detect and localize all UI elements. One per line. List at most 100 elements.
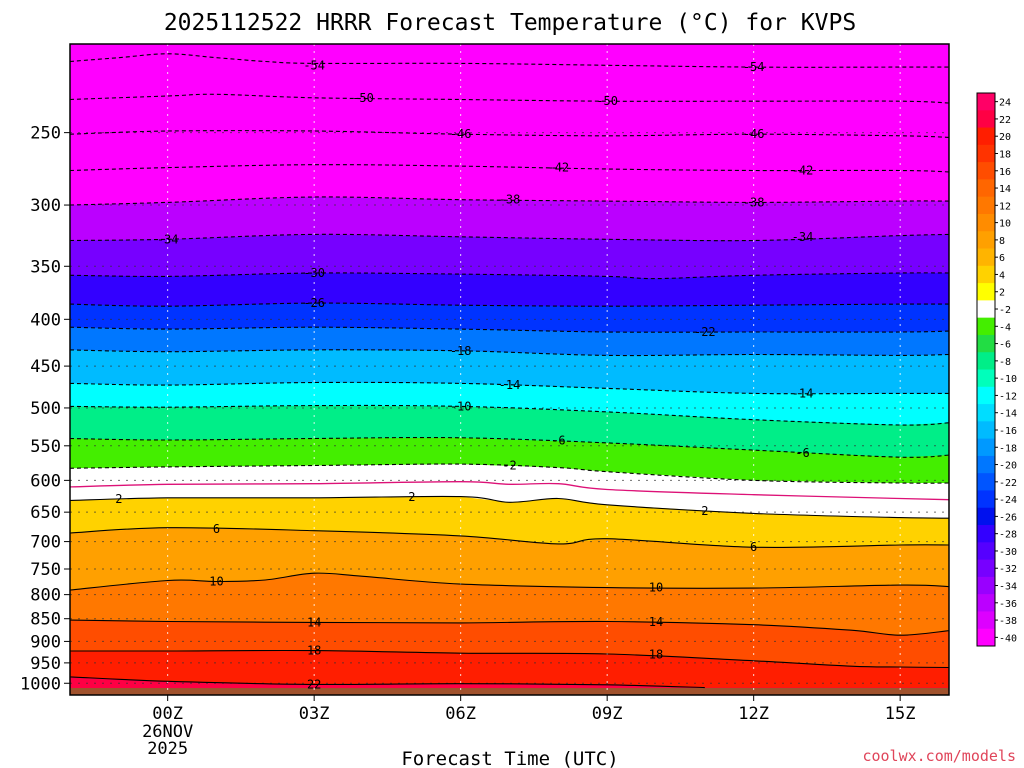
- colorbar-swatch: [977, 542, 995, 561]
- colorbar-label: -40: [999, 633, 1017, 644]
- isotherm-label: 2: [408, 490, 415, 504]
- x-tick-label: 00Z: [152, 704, 183, 724]
- isotherm-line: [70, 302, 949, 307]
- colorbar-swatch: [977, 386, 995, 405]
- isotherm-line: [70, 481, 949, 501]
- colorbar-label: -24: [999, 495, 1017, 506]
- isotherm-label: -50: [352, 91, 374, 105]
- isotherm-label: -38: [743, 195, 765, 209]
- y-tick-label: 450: [30, 357, 61, 377]
- colorbar-swatch: [977, 421, 995, 440]
- isotherm-label: -18: [450, 344, 472, 358]
- y-tick-label: 600: [30, 471, 61, 491]
- isotherm-label: 14: [307, 615, 321, 629]
- isotherm-label: -46: [450, 127, 472, 141]
- colorbar-swatch: [977, 144, 995, 163]
- isotherm-line: [70, 572, 949, 591]
- isotherm-label: 6: [213, 522, 220, 536]
- isotherm-label: 10: [209, 575, 223, 589]
- isotherm-line: [70, 404, 949, 426]
- isotherm-label: -54: [743, 60, 765, 74]
- colorbar-label: 12: [999, 201, 1011, 212]
- isotherm-label: -38: [499, 193, 521, 207]
- isotherm-label: -42: [547, 161, 569, 175]
- colorbar-label: 4: [999, 270, 1005, 281]
- isotherm-line: [70, 463, 949, 484]
- isotherm-label: 2: [115, 492, 122, 506]
- x-tick-label: 03Z: [299, 704, 330, 724]
- isotherm-line: [70, 527, 949, 548]
- isotherm-label: 14: [649, 615, 663, 629]
- temperature-fill: [70, 44, 949, 695]
- credit-text: coolwx.com/models: [862, 747, 1016, 765]
- colorbar-label: -32: [999, 564, 1017, 575]
- y-tick-label: 700: [30, 533, 61, 553]
- y-tick-label: 900: [30, 632, 61, 652]
- colorbar-label: -18: [999, 443, 1017, 454]
- colorbar-swatch: [977, 231, 995, 250]
- chart-title: 2025112522 HRRR Forecast Temperature (°C…: [164, 10, 856, 36]
- x-tick-label: 09Z: [592, 704, 623, 724]
- colorbar-label: -14: [999, 409, 1017, 420]
- y-tick-label: 300: [30, 196, 61, 216]
- isotherm-label: -34: [792, 230, 814, 244]
- isotherm-label: -22: [694, 325, 716, 339]
- colorbar-swatch: [977, 473, 995, 491]
- isotherm-line: [70, 326, 949, 333]
- colorbar-label: -26: [999, 512, 1017, 523]
- y-tick-label: 400: [30, 310, 61, 330]
- isotherm-line: [70, 164, 949, 173]
- isotherm-label: 6: [750, 540, 757, 554]
- colorbar-swatch: [977, 265, 995, 284]
- isotherm-line: [70, 676, 705, 689]
- isotherm-label: -14: [792, 386, 814, 400]
- colorbar-label: 16: [999, 167, 1011, 178]
- colorbar-label: -2: [999, 305, 1011, 316]
- isotherm-label: -30: [303, 266, 325, 280]
- colorbar-label: 20: [999, 132, 1011, 143]
- colorbar-label: -36: [999, 599, 1017, 610]
- colorbar-label: -4: [999, 322, 1011, 333]
- colorbar-swatch: [977, 455, 995, 474]
- isotherm-label: -6: [551, 434, 565, 448]
- colorbar-swatch: [977, 127, 995, 146]
- y-tick-label: 1000: [20, 674, 61, 694]
- isotherm-label: 2: [701, 504, 708, 518]
- y-tick-label: 650: [30, 503, 61, 523]
- colorbar-label: 8: [999, 236, 1005, 247]
- colorbar-swatch: [977, 559, 995, 578]
- colorbar-swatch: [977, 525, 995, 543]
- colorbar-label: 14: [999, 184, 1011, 195]
- colorbar-swatch: [977, 110, 995, 129]
- isotherm-label: -26: [303, 296, 325, 310]
- x-tick-label: 15Z: [885, 704, 916, 724]
- colorbar-label: 22: [999, 115, 1011, 126]
- colorbar-label: -22: [999, 478, 1017, 489]
- ground-strip: [70, 687, 949, 695]
- colorbar-swatch: [977, 576, 995, 595]
- y-tick-label: 500: [30, 399, 61, 419]
- colorbar-swatch: [977, 594, 995, 612]
- colorbar-swatch: [977, 369, 995, 388]
- y-tick-label: 550: [30, 437, 61, 457]
- colorbar: 24 22 20 18 16 14 12 10 8 6 4 2 -2 -4 -6 -8 -10 -12 -14 -16…: [976, 92, 1017, 647]
- isotherm-line: [70, 619, 949, 636]
- colorbar-label: -8: [999, 357, 1011, 368]
- isotherm-label: -10: [450, 399, 472, 413]
- isotherm-line: [70, 196, 949, 206]
- x-tick-year: 2025: [147, 739, 188, 759]
- colorbar-label: -38: [999, 616, 1017, 627]
- y-tick-label: 750: [30, 560, 61, 580]
- x-axis-label: Forecast Time (UTC): [401, 748, 618, 768]
- y-tick-label: 850: [30, 610, 61, 630]
- isotherm-line: [70, 130, 949, 138]
- x-tick-label: 06Z: [445, 704, 476, 724]
- isotherm-line: [70, 272, 949, 280]
- y-tick-label: 800: [30, 586, 61, 606]
- colorbar-label: 10: [999, 219, 1011, 230]
- colorbar-swatch: [977, 196, 995, 215]
- colorbar-label: 2: [999, 288, 1005, 299]
- isotherm-line: [70, 233, 949, 242]
